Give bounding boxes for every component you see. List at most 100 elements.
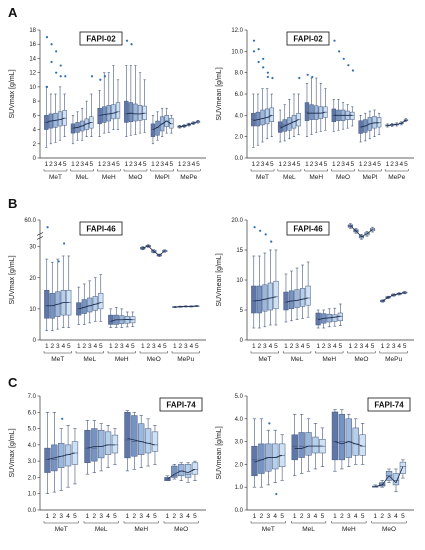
box: [178, 464, 185, 477]
session-label: 4: [394, 513, 398, 520]
mean-line: [375, 466, 404, 487]
group-label: MeH: [134, 526, 148, 533]
outlier-point: [262, 57, 265, 60]
session-label: 1: [44, 161, 48, 168]
box: [352, 427, 359, 456]
session-label: 5: [143, 161, 147, 168]
session-label: 4: [319, 161, 323, 168]
session-label: 2: [93, 513, 97, 520]
group-bracket: [315, 351, 344, 354]
session-label: 2: [310, 161, 314, 168]
group-label: MeO: [174, 526, 188, 533]
session-label: 4: [85, 161, 89, 168]
y-tick-label: 7.0: [28, 394, 37, 400]
panel-label-b: B: [8, 196, 17, 211]
group-label: MePe: [180, 174, 197, 181]
tracer-tag: FAPI-74: [166, 401, 196, 410]
session-label: 5: [350, 161, 354, 168]
session-label: 3: [368, 161, 372, 168]
mean-line: [253, 296, 277, 302]
y-tick-label: 2.0: [28, 475, 37, 481]
session-label: 5: [73, 513, 77, 520]
session-label: 5: [195, 343, 199, 350]
tracer-tag: FAPI-46: [86, 225, 116, 234]
box: [62, 110, 67, 126]
tracer-tag: FAPI-02: [293, 35, 323, 44]
group-label: MeT: [256, 174, 269, 181]
group-label: MeH: [102, 174, 116, 181]
box: [184, 464, 192, 478]
y-tick-label: 10: [29, 85, 36, 91]
group-label: MeL: [76, 174, 89, 181]
group-bracket: [331, 521, 367, 524]
session-label: 2: [182, 161, 186, 168]
session-label: 4: [301, 343, 305, 350]
box: [332, 314, 338, 322]
session-label: 2: [380, 513, 384, 520]
session-label: 4: [61, 343, 65, 350]
mean-line: [285, 297, 309, 303]
session-label: 2: [256, 161, 260, 168]
session-label: 2: [260, 513, 264, 520]
group-bracket: [250, 169, 275, 172]
session-label: 1: [141, 343, 145, 350]
session-label: 2: [322, 343, 326, 350]
box: [137, 105, 143, 121]
group-bracket: [123, 169, 148, 172]
group-label: MeH: [342, 526, 356, 533]
box: [108, 314, 114, 325]
box: [267, 282, 273, 311]
group-label: MeH: [309, 174, 323, 181]
chart-c-suvmax: 0.0 1.0 2.0 3.0 4.0 5.0 6.0 7.0 SUVmax [g/mL] FAP…: [9, 394, 206, 533]
group-label: MeO: [354, 356, 368, 363]
box: [138, 423, 145, 455]
outlier-point: [311, 75, 314, 79]
box: [272, 443, 279, 470]
session-label: 3: [54, 161, 58, 168]
outlier-point: [57, 260, 60, 263]
y-axis-title: SUVmean [g/mL]: [216, 253, 223, 306]
panel-label-a: A: [8, 5, 18, 20]
session-label: 1: [284, 343, 288, 350]
session-label: 3: [152, 343, 156, 350]
group-label: MeT: [49, 174, 62, 181]
session-label: 4: [106, 513, 110, 520]
session-label: 3: [295, 343, 299, 350]
group-bracket: [250, 351, 279, 354]
y-tick-label: 4.0: [235, 113, 244, 119]
y-tick-label: 4.0: [28, 443, 37, 449]
y-tick-label: 0.0: [28, 508, 37, 514]
y-axis-title: SUVmean [g/mL]: [216, 426, 223, 479]
session-label: 4: [157, 343, 161, 350]
outlier-point: [270, 240, 273, 243]
y-tick-label: 30: [29, 245, 36, 251]
outlier-point: [257, 48, 260, 51]
mean-line: [318, 315, 341, 320]
session-label: 4: [125, 343, 129, 350]
outlier-point: [55, 71, 58, 74]
box: [291, 434, 298, 461]
box: [300, 288, 306, 307]
session-label: 1: [126, 513, 130, 520]
y-tick-label: 10: [29, 307, 36, 313]
box: [305, 432, 312, 456]
session-label: 2: [300, 513, 304, 520]
mean-line: [99, 111, 119, 116]
box: [106, 105, 111, 122]
session-label: 3: [134, 161, 138, 168]
session-label: 2: [146, 343, 150, 350]
group-bracket: [43, 169, 68, 172]
y-axis-title: SUVmax [g/mL]: [9, 255, 16, 304]
y-tick-label: 8.0: [235, 71, 244, 77]
y-tick-label: 5.0: [235, 394, 244, 400]
session-label: 4: [192, 161, 196, 168]
box: [260, 109, 265, 126]
group-bracket: [107, 351, 136, 354]
session-label: 1: [386, 161, 390, 168]
session-label: 2: [133, 513, 137, 520]
session-label: 4: [146, 513, 150, 520]
box: [150, 123, 156, 137]
mean-line: [152, 120, 172, 130]
session-label: 1: [359, 161, 363, 168]
